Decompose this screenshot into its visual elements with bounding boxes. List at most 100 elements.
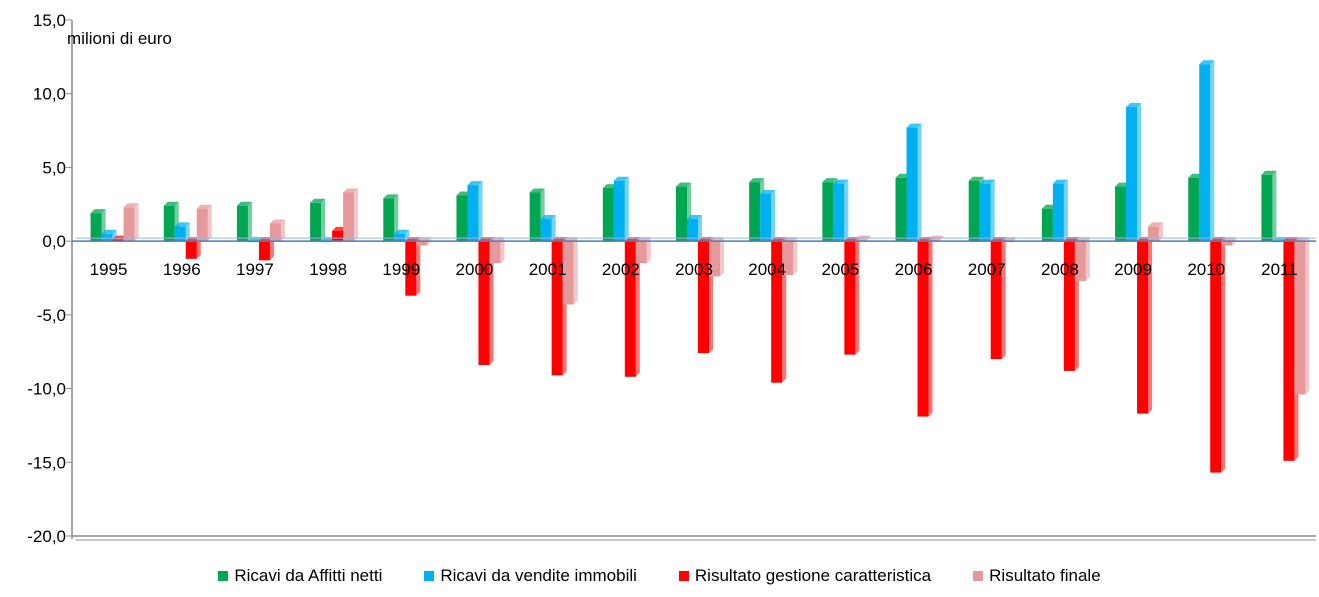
legend-label: Risultato gestione caratteristica xyxy=(694,566,932,585)
x-tick-label: 1998 xyxy=(309,260,347,279)
x-tick-label: 2001 xyxy=(529,260,567,279)
bar-top xyxy=(613,176,629,181)
x-tick-label: 2009 xyxy=(1114,260,1152,279)
x-tick-label: 1996 xyxy=(163,260,201,279)
bar-front xyxy=(269,223,281,242)
bar-front xyxy=(1294,241,1306,395)
bar-front xyxy=(163,205,175,242)
x-tick-label: 2007 xyxy=(968,260,1006,279)
bar-front xyxy=(1261,174,1273,242)
bar-front xyxy=(1137,241,1149,414)
bar-top xyxy=(383,194,399,199)
bar-side xyxy=(771,189,776,242)
bar-front xyxy=(174,226,186,242)
bar-front xyxy=(562,241,574,305)
bar-front xyxy=(1052,183,1064,242)
bar xyxy=(760,189,776,242)
bar-side xyxy=(844,179,849,242)
bar-side xyxy=(354,188,359,242)
legend-swatch xyxy=(678,571,689,581)
bar xyxy=(1148,222,1164,242)
bar-side xyxy=(917,123,922,242)
bar-top xyxy=(687,215,702,220)
x-tick-label: 2006 xyxy=(895,260,933,279)
bar-side xyxy=(207,204,212,242)
bar xyxy=(687,215,702,242)
bar-front xyxy=(624,241,636,377)
y-tick-label: 10,0 xyxy=(33,85,66,104)
bar-side xyxy=(1221,237,1226,473)
bar-side xyxy=(185,222,190,242)
legend-label: Ricavi da vendite immobili xyxy=(440,566,637,585)
x-tick-label: 2000 xyxy=(456,260,494,279)
bar-front xyxy=(613,180,625,242)
x-tick-label: 1999 xyxy=(382,260,420,279)
bar-side xyxy=(134,203,139,242)
bar-front xyxy=(416,241,428,246)
bar-front xyxy=(196,208,208,242)
bar-top xyxy=(467,181,483,186)
bar-side xyxy=(1137,102,1142,242)
legend-label: Risultato finale xyxy=(989,566,1101,585)
bar-side xyxy=(478,181,483,242)
bar-front xyxy=(394,233,406,242)
bar-top xyxy=(1052,179,1068,184)
y-tick-label: -5,0 xyxy=(37,306,66,325)
bar-front xyxy=(602,188,614,242)
bar-side xyxy=(635,237,640,377)
bar xyxy=(269,219,285,242)
bar xyxy=(990,237,1006,360)
bar xyxy=(1126,102,1142,242)
bar xyxy=(1261,170,1277,242)
bar xyxy=(844,237,860,355)
bar-top xyxy=(343,188,359,193)
bar-top xyxy=(90,209,106,214)
bar-top xyxy=(529,188,545,193)
bar-front xyxy=(1126,106,1138,242)
bar xyxy=(343,188,359,242)
bar-side xyxy=(646,237,651,264)
bar-top xyxy=(174,222,190,227)
bar-front xyxy=(749,182,761,242)
bar-side xyxy=(720,237,724,277)
legend-item: Risultato finale xyxy=(973,566,1101,586)
bar-side xyxy=(624,176,629,242)
bar-side xyxy=(1063,179,1068,242)
bar-side xyxy=(416,237,421,296)
bar-front xyxy=(968,180,980,242)
x-tick-label: 2004 xyxy=(748,260,786,279)
x-tick-label: 1997 xyxy=(236,260,274,279)
bar-top xyxy=(123,203,139,208)
bar-top xyxy=(236,201,252,206)
bar-front xyxy=(551,241,563,376)
bar-front xyxy=(123,207,135,242)
legend-item: Risultato gestione caratteristica xyxy=(678,566,932,586)
bar xyxy=(979,179,995,242)
bar-front xyxy=(332,230,344,242)
bar-front xyxy=(676,186,687,242)
legend-label: Ricavi da Affitti netti xyxy=(234,566,383,585)
legend-item: Ricavi da vendite immobili xyxy=(424,566,637,586)
bar-front xyxy=(1221,241,1233,246)
bar-front xyxy=(1063,241,1075,371)
bar-side xyxy=(990,179,995,242)
y-tick-label: -20,0 xyxy=(27,527,66,546)
bar xyxy=(613,176,629,242)
y-tick-label: 0,0 xyxy=(42,232,66,251)
bar-side xyxy=(698,215,702,242)
bar-top xyxy=(101,229,117,234)
bar-side xyxy=(1001,237,1006,360)
bar-front xyxy=(1199,64,1211,242)
bar-top xyxy=(760,189,776,194)
x-tick-label: 1995 xyxy=(90,260,128,279)
bar-top xyxy=(1199,60,1215,65)
bar-front xyxy=(383,198,395,242)
bar xyxy=(383,194,399,242)
bar-side xyxy=(1272,170,1277,242)
bar-side xyxy=(247,201,252,242)
bar-front xyxy=(635,241,647,264)
bar xyxy=(833,179,849,242)
bar-side xyxy=(551,215,556,242)
bar-front xyxy=(310,202,322,242)
